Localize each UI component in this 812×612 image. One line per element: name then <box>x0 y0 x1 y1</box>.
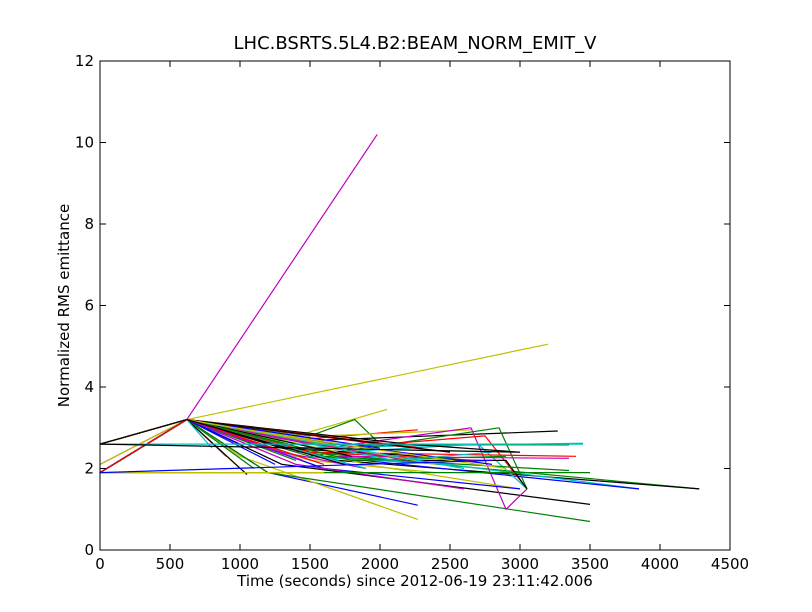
y-axis-ticks: 0 2 4 6 8 10 12 <box>75 52 730 559</box>
y-tick-label: 4 <box>84 378 94 396</box>
series-line-70 <box>99 459 493 474</box>
x-tick-label: 3500 <box>571 555 609 573</box>
x-tick-label: 2000 <box>361 555 399 573</box>
series-layer <box>99 134 700 523</box>
x-tick-label: 1000 <box>221 555 259 573</box>
y-tick-label: 8 <box>84 215 94 233</box>
x-tick-label: 0 <box>95 555 105 573</box>
chart-title: LHC.BSRTS.5L4.B2:BEAM_NORM_EMIT_V <box>234 33 598 54</box>
series-line-69 <box>99 443 521 453</box>
y-tick-label: 2 <box>84 460 94 478</box>
y-axis-label: Normalized RMS emittance <box>55 204 73 407</box>
y-tick-label: 6 <box>84 297 94 315</box>
x-tick-label: 1500 <box>291 555 329 573</box>
x-axis-label: Time (seconds) since 2012-06-19 23:11:42… <box>236 572 593 590</box>
plot-background <box>100 61 730 550</box>
x-tick-label: 500 <box>156 555 185 573</box>
y-tick-label: 10 <box>75 134 94 152</box>
series-line-65 <box>99 419 346 465</box>
x-axis-ticks: 0 500 1000 1500 2000 2500 3000 3500 4000 4500 <box>95 61 749 573</box>
x-tick-label: 2500 <box>431 555 469 573</box>
y-tick-label: 0 <box>84 541 94 559</box>
x-tick-label: 4000 <box>641 555 679 573</box>
x-tick-label: 3000 <box>501 555 539 573</box>
x-tick-label: 4500 <box>711 555 749 573</box>
y-tick-label: 12 <box>75 52 94 70</box>
